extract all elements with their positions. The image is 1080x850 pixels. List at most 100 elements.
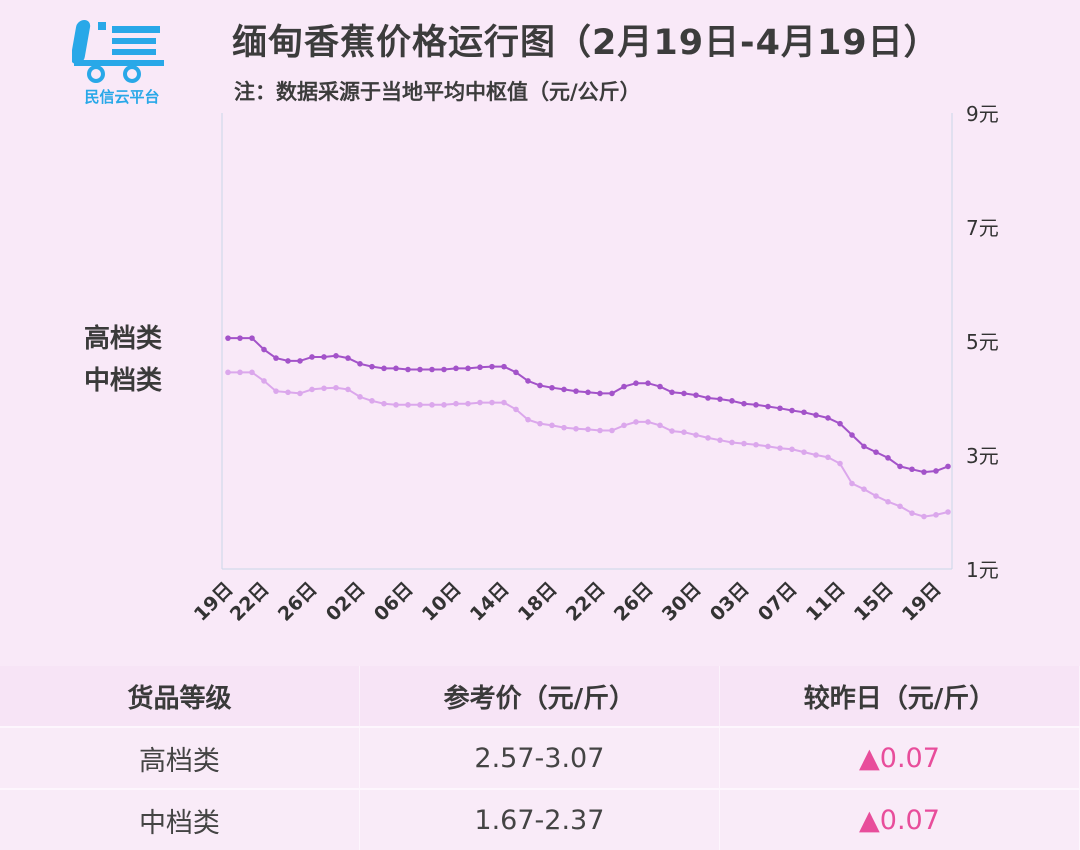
data-point-high [837, 420, 843, 427]
x-tick-label: 07日 [754, 578, 802, 626]
data-point-high [405, 366, 411, 373]
data-point-mid [333, 384, 339, 391]
data-point-high [861, 443, 867, 450]
data-point-mid [813, 452, 819, 458]
y-tick-label: 9元 [966, 102, 999, 126]
grade-cell: 高档类 [0, 726, 360, 789]
data-point-mid [225, 369, 231, 376]
data-point-mid [297, 390, 303, 397]
data-point-high [549, 384, 555, 391]
data-point-high [465, 365, 471, 372]
data-point-high [333, 353, 339, 359]
data-point-mid [285, 389, 291, 396]
data-point-mid [453, 400, 459, 407]
data-point-high [765, 403, 771, 410]
x-tick-label: 10日 [418, 578, 466, 626]
data-point-high [909, 466, 915, 473]
data-point-mid [321, 385, 327, 392]
x-tick-label: 15日 [850, 578, 898, 626]
table-row: 中档类 1.67-2.37 ▲0.07 [0, 788, 1080, 850]
data-point-mid [477, 399, 483, 406]
x-tick-label: 19日 [898, 578, 946, 626]
data-point-high [237, 335, 243, 341]
data-point-high [597, 390, 603, 397]
data-point-high [501, 363, 507, 370]
data-point-high [585, 389, 591, 396]
y-tick-label: 5元 [966, 330, 999, 354]
x-tick-label: 02日 [322, 578, 370, 626]
x-tick-label: 18日 [514, 578, 562, 626]
data-point-high [789, 407, 795, 414]
data-point-mid [789, 446, 795, 453]
column-header-price: 参考价（元/斤） [359, 666, 720, 727]
change-cell: ▲0.07 [719, 788, 1080, 850]
data-point-high [753, 402, 759, 408]
y-tick-label: 1元 [966, 558, 999, 582]
data-point-mid [393, 402, 399, 408]
data-point-mid [357, 394, 363, 400]
data-point-high [573, 388, 579, 394]
minxin-logo: 民信云平台 [72, 16, 172, 108]
price-table: 货品等级 参考价（元/斤） 较昨日（元/斤） 高档类 2.57-3.07 ▲0.… [0, 666, 1080, 850]
data-point-high [345, 355, 351, 361]
data-point-high [621, 383, 627, 390]
data-point-mid [309, 386, 315, 393]
table-row: 高档类 2.57-3.07 ▲0.07 [0, 726, 1080, 789]
data-point-mid [885, 498, 891, 505]
data-point-mid [909, 510, 915, 516]
x-tick-label: 30日 [658, 578, 706, 626]
data-point-high [945, 463, 951, 470]
data-point-high [645, 380, 651, 386]
data-point-high [669, 389, 675, 396]
data-point-mid [849, 480, 855, 487]
column-header-change: 较昨日（元/斤） [719, 666, 1080, 727]
data-point-mid [693, 432, 699, 438]
data-point-mid [489, 399, 495, 406]
data-point-high [297, 358, 303, 364]
data-point-mid [561, 424, 567, 431]
data-point-high [897, 463, 903, 470]
data-point-mid [657, 422, 663, 429]
data-point-mid [597, 427, 603, 434]
data-point-mid [501, 399, 507, 406]
data-point-high [885, 455, 891, 461]
data-point-mid [921, 513, 927, 520]
data-point-mid [801, 449, 807, 455]
data-point-high [813, 412, 819, 418]
truck-logo-icon [72, 20, 164, 83]
data-point-high [249, 335, 255, 341]
data-point-high [309, 354, 315, 360]
data-point-mid [609, 427, 615, 434]
x-tick-label: 26日 [274, 578, 322, 626]
data-point-mid [465, 400, 471, 407]
data-point-high [849, 432, 855, 438]
data-point-mid [549, 422, 555, 429]
data-point-high [453, 365, 459, 372]
data-point-high [441, 366, 447, 373]
data-point-high [801, 409, 807, 416]
series-labels: 高档类 中档类 [84, 318, 162, 402]
data-point-mid [717, 437, 723, 443]
price-cell: 1.67-2.37 [359, 788, 720, 850]
data-point-mid [417, 402, 423, 408]
data-point-high [429, 366, 435, 373]
data-point-mid [585, 426, 591, 433]
data-point-high [873, 449, 879, 455]
x-tick-label: 22日 [226, 578, 274, 626]
data-point-mid [429, 402, 435, 408]
data-point-high [693, 392, 699, 398]
data-point-mid [441, 402, 447, 408]
data-point-mid [249, 369, 255, 376]
data-point-mid [645, 419, 651, 425]
data-point-high [417, 366, 423, 373]
data-point-high [741, 400, 747, 407]
data-point-high [825, 415, 831, 421]
column-header-grade: 货品等级 [0, 666, 360, 727]
data-point-mid [861, 486, 867, 493]
data-point-mid [825, 454, 831, 461]
data-point-mid [765, 443, 771, 450]
data-point-high [729, 398, 735, 404]
chart-title: 缅甸香蕉价格运行图（2月19日-4月19日） [232, 23, 940, 63]
data-point-high [369, 363, 375, 370]
